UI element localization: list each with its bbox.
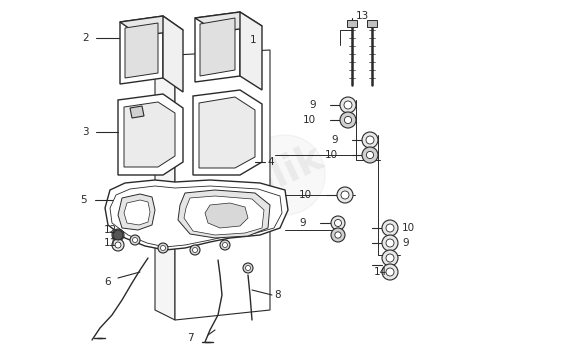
Circle shape (113, 230, 123, 240)
Text: 14: 14 (374, 267, 387, 277)
Text: 10: 10 (325, 150, 338, 160)
Circle shape (331, 216, 345, 230)
Circle shape (161, 245, 165, 251)
Polygon shape (199, 97, 255, 168)
Text: 9: 9 (310, 100, 316, 110)
Text: 11: 11 (104, 238, 117, 248)
Polygon shape (120, 16, 163, 84)
Circle shape (344, 101, 352, 109)
Circle shape (220, 240, 230, 250)
Circle shape (222, 243, 227, 247)
Circle shape (115, 232, 121, 238)
Circle shape (193, 247, 197, 252)
Polygon shape (175, 50, 270, 320)
Polygon shape (118, 194, 155, 230)
Polygon shape (130, 106, 144, 118)
Polygon shape (118, 94, 183, 175)
Text: Parts
Republik: Parts Republik (121, 97, 329, 253)
Polygon shape (120, 16, 183, 36)
Text: 8: 8 (274, 290, 280, 300)
Polygon shape (105, 180, 288, 250)
Text: 13: 13 (356, 11, 369, 21)
Text: 9: 9 (402, 238, 409, 248)
Text: 12: 12 (104, 225, 117, 235)
Circle shape (382, 220, 398, 236)
Polygon shape (155, 50, 175, 320)
Circle shape (337, 187, 353, 203)
Polygon shape (124, 200, 150, 225)
Circle shape (243, 263, 253, 273)
Polygon shape (195, 12, 240, 82)
Polygon shape (178, 190, 270, 238)
Text: 7: 7 (188, 333, 194, 343)
Text: 3: 3 (82, 127, 88, 137)
Text: 6: 6 (104, 277, 111, 287)
Polygon shape (163, 16, 183, 92)
Circle shape (340, 112, 356, 128)
Circle shape (386, 254, 394, 262)
Circle shape (367, 151, 373, 158)
Polygon shape (200, 18, 235, 76)
Circle shape (366, 136, 374, 144)
Circle shape (341, 191, 349, 199)
Circle shape (331, 228, 345, 242)
Text: 9: 9 (299, 218, 306, 228)
Polygon shape (367, 20, 377, 27)
Polygon shape (195, 12, 262, 32)
Circle shape (112, 239, 124, 251)
Polygon shape (205, 203, 248, 228)
Circle shape (382, 250, 398, 266)
Polygon shape (124, 102, 175, 167)
Circle shape (382, 235, 398, 251)
Text: 4: 4 (267, 157, 274, 167)
Polygon shape (240, 12, 262, 90)
Circle shape (245, 135, 325, 215)
Circle shape (335, 232, 341, 238)
Circle shape (158, 243, 168, 253)
Text: 10: 10 (299, 190, 312, 200)
Text: 9: 9 (331, 135, 338, 145)
Polygon shape (193, 90, 262, 175)
Text: 5: 5 (80, 195, 87, 205)
Circle shape (246, 266, 250, 270)
Circle shape (335, 220, 341, 227)
Polygon shape (347, 20, 357, 27)
Circle shape (112, 229, 124, 241)
Circle shape (382, 264, 398, 280)
Circle shape (190, 245, 200, 255)
Circle shape (362, 147, 378, 163)
Polygon shape (110, 186, 282, 247)
Text: 1: 1 (250, 35, 256, 45)
Circle shape (386, 239, 394, 247)
Circle shape (340, 97, 356, 113)
Circle shape (386, 268, 394, 276)
Polygon shape (125, 23, 158, 78)
Text: 2: 2 (82, 33, 88, 43)
Circle shape (344, 117, 352, 124)
Circle shape (386, 224, 394, 232)
Polygon shape (184, 196, 264, 235)
Text: 10: 10 (402, 223, 415, 233)
Circle shape (130, 235, 140, 245)
Circle shape (362, 132, 378, 148)
Text: 10: 10 (303, 115, 316, 125)
Circle shape (132, 238, 137, 243)
Circle shape (115, 242, 121, 248)
